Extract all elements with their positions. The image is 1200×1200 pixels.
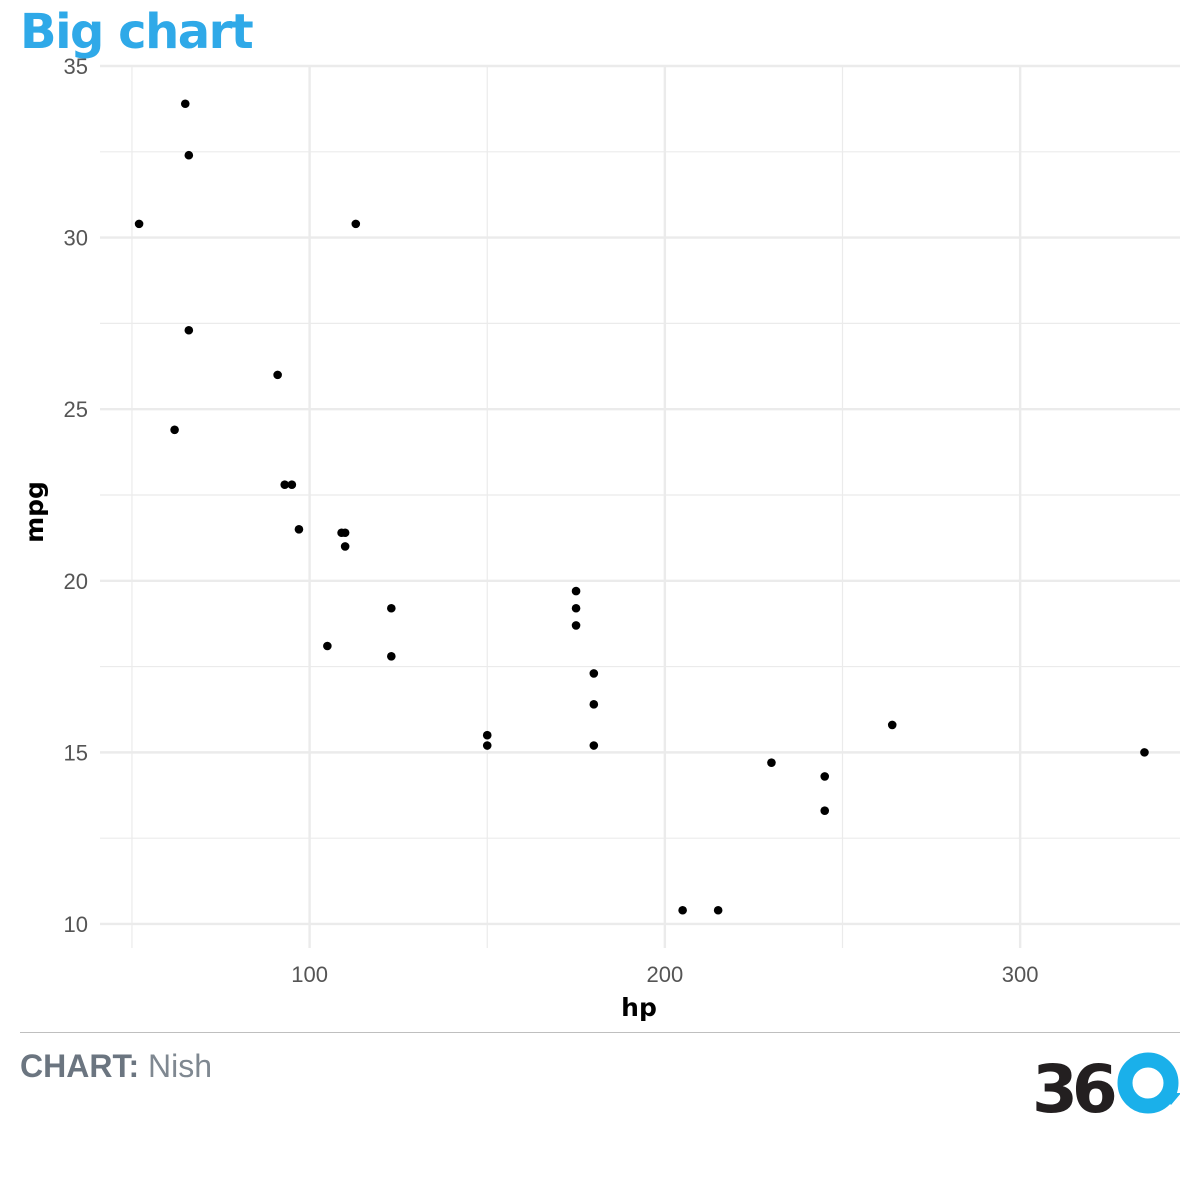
- data-point: [280, 480, 290, 489]
- credit-author: Nish: [147, 1048, 212, 1084]
- data-point: [820, 806, 830, 816]
- data-point: [323, 641, 332, 651]
- y-axis-title: mpg: [20, 481, 49, 543]
- data-point: [678, 905, 687, 915]
- scatter-plot: 10 15 20 25 30 35 100 200 300 hp mpg: [20, 54, 1180, 1022]
- data-point: [887, 720, 897, 730]
- data-point: [571, 621, 581, 630]
- logo-numerals: 36: [1032, 1051, 1115, 1120]
- data-point: [387, 651, 396, 661]
- data-point: [1140, 748, 1149, 757]
- chart-title: Big chart: [20, 4, 254, 60]
- data-point: [134, 219, 144, 229]
- y-tick-label: 25: [64, 397, 88, 422]
- data-point: [170, 425, 179, 435]
- data-point: [387, 603, 396, 613]
- data-point: [273, 370, 282, 380]
- data-point: [184, 325, 194, 335]
- data-point: [589, 741, 599, 750]
- data-point: [337, 528, 346, 538]
- chart-credit: CHART: Nish: [20, 1044, 212, 1088]
- data-point: [482, 741, 492, 750]
- y-tick-label: 20: [64, 569, 88, 594]
- x-tick-label: 100: [291, 962, 328, 987]
- credit-label: CHART:: [20, 1048, 140, 1084]
- x-axis-title: hp: [621, 993, 657, 1022]
- data-point: [294, 525, 304, 534]
- data-point: [767, 758, 776, 767]
- data-point: [180, 99, 190, 109]
- tick-labels: 10 15 20 25 30 35 100 200 300: [64, 54, 1039, 987]
- data-point: [340, 542, 350, 551]
- data-points: [134, 99, 1149, 915]
- x-tick-label: 200: [647, 962, 684, 987]
- data-point: [571, 603, 581, 613]
- data-point: [589, 669, 599, 678]
- footer-divider: [20, 1032, 1180, 1033]
- brand-logo: 36: [1032, 1051, 1180, 1120]
- y-tick-label: 30: [64, 226, 88, 251]
- data-point: [713, 905, 723, 915]
- data-point: [571, 586, 581, 596]
- grid-lines: [100, 64, 1180, 948]
- data-point: [482, 730, 492, 740]
- data-point: [589, 700, 599, 709]
- y-tick-label: 15: [64, 740, 88, 765]
- data-point: [351, 219, 361, 229]
- x-tick-label: 300: [1002, 962, 1039, 987]
- data-point: [287, 480, 297, 489]
- y-tick-label: 35: [64, 54, 88, 79]
- logo-ring-icon: [1117, 1052, 1180, 1114]
- data-point: [184, 150, 194, 160]
- data-point: [820, 772, 830, 781]
- y-tick-label: 10: [64, 912, 88, 937]
